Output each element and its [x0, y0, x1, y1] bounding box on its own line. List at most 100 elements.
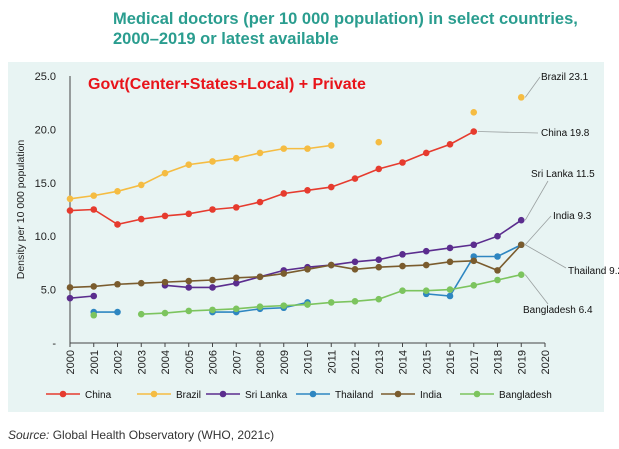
leader-line — [525, 244, 567, 269]
data-point — [327, 183, 335, 191]
data-point — [114, 280, 121, 288]
end-label: Sri Lanka 11.5 — [531, 169, 595, 180]
series-line-brazil — [69, 144, 332, 200]
data-point — [209, 284, 216, 291]
source-text: Global Health Observatory (WHO, 2021c) — [49, 428, 275, 442]
x-tick-label: 2016 — [445, 350, 457, 374]
chart-panel — [8, 62, 604, 412]
y-tick-label: 20.0 — [35, 124, 56, 136]
legend-marker — [219, 390, 227, 398]
chart-title: Medical doctors (per 10 000 population) … — [113, 9, 613, 49]
x-tick-label: 2002 — [113, 350, 125, 374]
data-point — [470, 128, 478, 135]
data-point — [280, 270, 288, 277]
legend-marker — [394, 390, 402, 398]
legend-label: Sri Lanka — [245, 390, 288, 401]
series-line-india — [69, 244, 522, 289]
data-point — [185, 277, 193, 285]
data-point — [185, 210, 193, 218]
data-point — [327, 142, 335, 149]
data-point — [399, 251, 406, 258]
data-point — [494, 267, 501, 274]
data-point — [90, 311, 98, 319]
data-point — [375, 295, 383, 303]
data-point — [494, 276, 501, 284]
data-point — [256, 303, 264, 310]
data-point — [517, 94, 525, 101]
data-point — [470, 282, 478, 289]
data-point — [90, 192, 98, 199]
x-tick-label: 2019 — [516, 350, 528, 374]
x-tick-label: 2000 — [65, 350, 77, 374]
data-point — [470, 257, 478, 265]
legend-marker — [150, 390, 158, 398]
legend-marker — [309, 390, 317, 398]
data-point — [161, 169, 169, 177]
data-point — [446, 244, 454, 252]
x-tick-label: 2011 — [326, 350, 338, 374]
y-tick-label: 5.0 — [41, 285, 56, 297]
data-point — [517, 241, 525, 249]
legend-marker — [473, 390, 481, 398]
x-tick-label: 2012 — [350, 350, 362, 374]
data-point — [232, 154, 240, 162]
data-point — [66, 207, 74, 214]
series-line-china — [69, 130, 475, 226]
data-point — [90, 206, 98, 213]
x-tick-label: 2014 — [398, 350, 410, 374]
data-point — [185, 284, 193, 291]
x-tick-label: 2010 — [303, 350, 315, 374]
data-point — [351, 298, 359, 305]
data-point — [66, 284, 74, 291]
data-point — [209, 306, 216, 314]
y-tick-label: - — [52, 338, 56, 350]
data-point — [209, 206, 216, 213]
y-tick-label: 25.0 — [35, 71, 56, 83]
data-point — [351, 266, 359, 273]
data-point — [375, 165, 383, 173]
data-point — [66, 195, 74, 203]
data-point — [114, 308, 121, 316]
chart-title-line-2: 2000–2019 or latest available — [113, 30, 339, 48]
chart-annotation: Govt(Center+States+Local) + Private — [88, 76, 366, 93]
leader-line — [524, 180, 549, 221]
data-point — [161, 309, 169, 317]
data-point — [232, 274, 240, 282]
data-point — [137, 310, 145, 318]
data-point — [304, 266, 311, 273]
data-point — [232, 305, 240, 313]
source-note: Source: Global Health Observatory (WHO, … — [8, 428, 274, 442]
end-label: Brazil 23.1 — [541, 72, 589, 83]
data-point — [114, 188, 121, 195]
data-point — [304, 145, 311, 152]
y-tick-label: 10.0 — [35, 231, 56, 243]
data-point — [161, 212, 169, 220]
x-tick-label: 2005 — [184, 350, 196, 374]
data-point — [517, 271, 525, 278]
x-tick-label: 2015 — [421, 350, 433, 374]
data-point — [137, 181, 145, 189]
data-point — [280, 145, 288, 152]
data-point — [399, 287, 406, 294]
data-point — [185, 161, 193, 168]
x-tick-label: 2001 — [89, 350, 101, 374]
data-point — [66, 294, 74, 302]
data-point — [280, 302, 288, 309]
data-point — [327, 261, 335, 269]
x-tick-label: 2020 — [540, 350, 552, 374]
data-point — [232, 204, 240, 211]
data-point — [470, 109, 478, 116]
data-point — [399, 262, 406, 270]
x-tick-label: 2017 — [469, 350, 481, 374]
data-point — [351, 258, 359, 266]
end-label: Bangladesh 6.4 — [523, 305, 593, 316]
data-point — [446, 258, 454, 266]
legend-label: Bangladesh — [499, 390, 552, 401]
data-point — [351, 175, 359, 182]
legend-label: India — [420, 390, 442, 401]
x-tick-label: 2006 — [208, 350, 220, 374]
data-point — [304, 186, 311, 194]
series-line-sri-lanka — [69, 295, 94, 299]
x-tick-label: 2013 — [374, 350, 386, 374]
